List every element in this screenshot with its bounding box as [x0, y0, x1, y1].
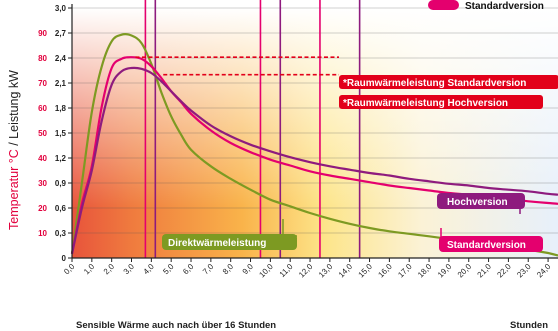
label-hochversion: Hochversion	[437, 193, 525, 214]
y-tick-temp: 20	[38, 204, 47, 213]
annotation-standard-leistung-text: *Raumwärmeleistung Standardversion	[343, 78, 526, 89]
x-tick-label: 19,0	[436, 262, 454, 280]
x-tick-label: 15,0	[357, 262, 375, 280]
label-direktwaermeleistung: Direktwärmeleistung	[162, 219, 297, 250]
x-tick-label: 3,0	[122, 262, 137, 277]
x-ticks: 0,0 1,0 2,0 3,0 4,0 5,0 6,0 7,0 8,0 9,0 10,0 11,0 12…	[62, 262, 553, 280]
y-tick-temp: 70	[38, 79, 47, 88]
y-tick-kw: 2,4	[55, 54, 67, 63]
y-tick-kw: 3,0	[55, 4, 67, 13]
y-tick-kw: 1,5	[55, 129, 67, 138]
y-ticks: 0 0,3 0,6 0,9 1,2 1,5 1,8 2,1 2,4 2,7 3,0 10 20 30 40 5…	[38, 4, 66, 263]
label-standardversion: Standardversion	[439, 228, 543, 252]
y-tick-kw: 0	[62, 254, 67, 263]
vertical-markers	[144, 0, 361, 258]
x-tick-label: 13,0	[317, 262, 335, 280]
y-tick-temp: 80	[38, 54, 47, 63]
y-tick-kw: 0,9	[55, 179, 67, 188]
x-tick-label: 12,0	[297, 262, 315, 280]
x-axis-unit: Stunden	[510, 320, 548, 331]
label-standardversion-text: Standardversion	[447, 240, 526, 251]
x-tick-label: 20,0	[456, 262, 474, 280]
x-tick-label: 21,0	[476, 262, 494, 280]
label-hochversion-text: Hochversion	[447, 197, 508, 208]
y-tick-kw: 1,8	[55, 104, 67, 113]
x-tick-label: 2,0	[102, 262, 117, 277]
y-tick-temp: 30	[38, 179, 47, 188]
y-tick-temp: 90	[38, 29, 47, 38]
x-tick-label: 1,0	[82, 262, 97, 277]
x-tick-label: 24,0	[535, 262, 553, 280]
series-line-hoch	[70, 66, 558, 255]
annotation-hoch-leistung-text: *Raumwärmeleistung Hochversion	[343, 98, 508, 109]
y-tick-temp: 50	[38, 129, 47, 138]
y-tick-kw: 0,6	[55, 204, 67, 213]
x-tick-label: 9,0	[241, 262, 256, 277]
legend: Standardversion	[428, 0, 544, 12]
x-tick-label: 22,0	[495, 262, 513, 280]
annotation-standard-leistung: *Raumwärmeleistung Standardversion	[339, 75, 558, 89]
x-tick-label: 23,0	[515, 262, 533, 280]
y-tick-kw: 2,7	[55, 29, 67, 38]
x-tick-label: 16,0	[376, 262, 394, 280]
y-tick-kw: 1,2	[55, 154, 67, 163]
y-tick-temp: 40	[38, 154, 47, 163]
x-tick-label: 6,0	[181, 262, 196, 277]
annotation-hoch-leistung: *Raumwärmeleistung Hochversion	[339, 95, 543, 109]
legend-swatch-standard	[428, 0, 459, 10]
axes	[68, 4, 558, 262]
y-tick-kw: 2,1	[55, 79, 67, 88]
x-tick-label: 7,0	[201, 262, 216, 277]
x-tick-label: 10,0	[257, 262, 275, 280]
y-tick-kw: 0,3	[55, 229, 67, 238]
x-tick-label: 0,0	[62, 262, 77, 277]
x-tick-label: 18,0	[416, 262, 434, 280]
x-axis-label: Sensible Wärme auch nach über 16 Stunden	[76, 320, 276, 331]
y-tick-temp: 10	[38, 229, 47, 238]
x-tick-label: 11,0	[278, 262, 295, 279]
y-axis-label: Temperatur °C / Leistung kW	[7, 70, 21, 230]
label-direktwaermeleistung-text: Direktwärmeleistung	[168, 238, 266, 249]
x-tick-label: 5,0	[161, 262, 176, 277]
legend-label: Standardversion	[465, 1, 544, 12]
x-tick-label: 4,0	[142, 262, 157, 277]
y-tick-temp: 60	[38, 104, 47, 113]
dashed-markers	[135, 56, 339, 76]
x-tick-label: 17,0	[396, 262, 414, 280]
x-tick-label: 14,0	[337, 262, 355, 280]
x-tick-label: 8,0	[221, 262, 236, 277]
